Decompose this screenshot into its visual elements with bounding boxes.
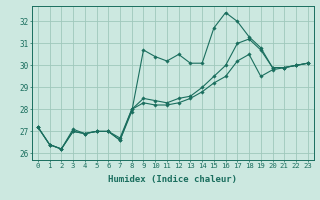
X-axis label: Humidex (Indice chaleur): Humidex (Indice chaleur) xyxy=(108,175,237,184)
